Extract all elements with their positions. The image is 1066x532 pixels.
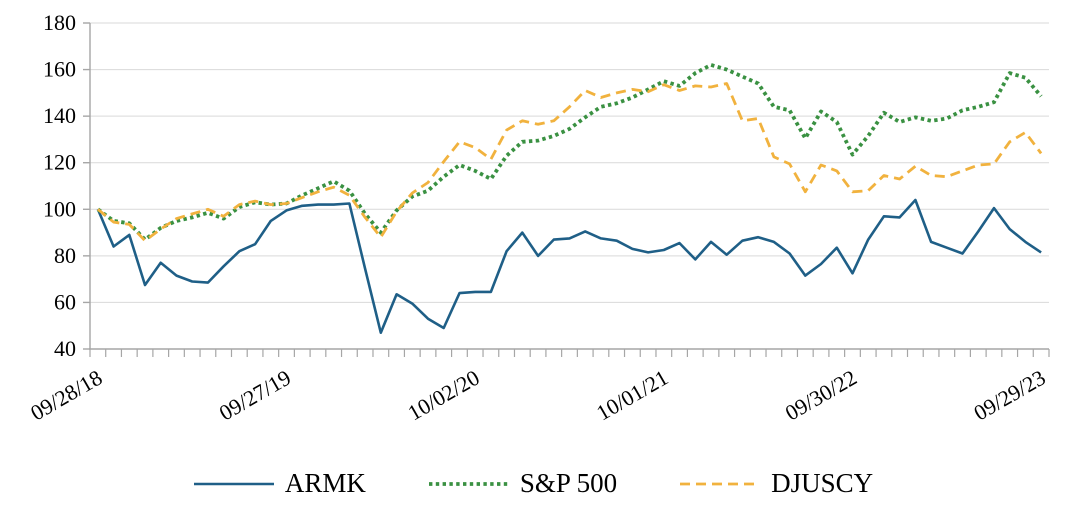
series-line-djuscy <box>97 82 1043 243</box>
y-axis-label: 140 <box>43 103 76 128</box>
x-axis-label: 09/29/23 <box>969 365 1049 426</box>
legend-item-djuscy: DJUSCY <box>679 470 873 497</box>
sp500-line-sample <box>428 481 509 486</box>
y-axis-label: 160 <box>43 57 76 82</box>
djuscy-line-sample <box>680 482 761 485</box>
x-axis-label: 09/30/22 <box>781 365 861 426</box>
x-axis-label: 10/02/20 <box>403 365 483 426</box>
legend-item-armk: ARMK <box>193 470 366 497</box>
y-axis-label: 100 <box>43 196 76 221</box>
x-axis-label: 09/28/18 <box>26 365 106 426</box>
armk-line-sample <box>193 482 274 485</box>
chart-legend: ARMK S&P 500 DJUSCY <box>0 470 1066 497</box>
y-axis-label: 120 <box>43 150 76 175</box>
x-axis-label: 10/01/21 <box>592 365 672 426</box>
x-axis-label: 09/27/19 <box>215 365 295 426</box>
legend-item-sp500: S&P 500 <box>428 470 617 497</box>
y-axis-label: 180 <box>43 10 76 35</box>
y-axis-label: 60 <box>54 289 76 314</box>
y-axis-label: 80 <box>54 243 76 268</box>
series-line-sp500 <box>96 63 1043 242</box>
series-line-armk <box>96 198 1042 335</box>
y-axis-label: 40 <box>54 336 76 361</box>
legend-label-sp500: S&P 500 <box>519 468 618 498</box>
legend-label-djuscy: DJUSCY <box>771 468 874 498</box>
legend-label-armk: ARMK <box>284 468 366 498</box>
